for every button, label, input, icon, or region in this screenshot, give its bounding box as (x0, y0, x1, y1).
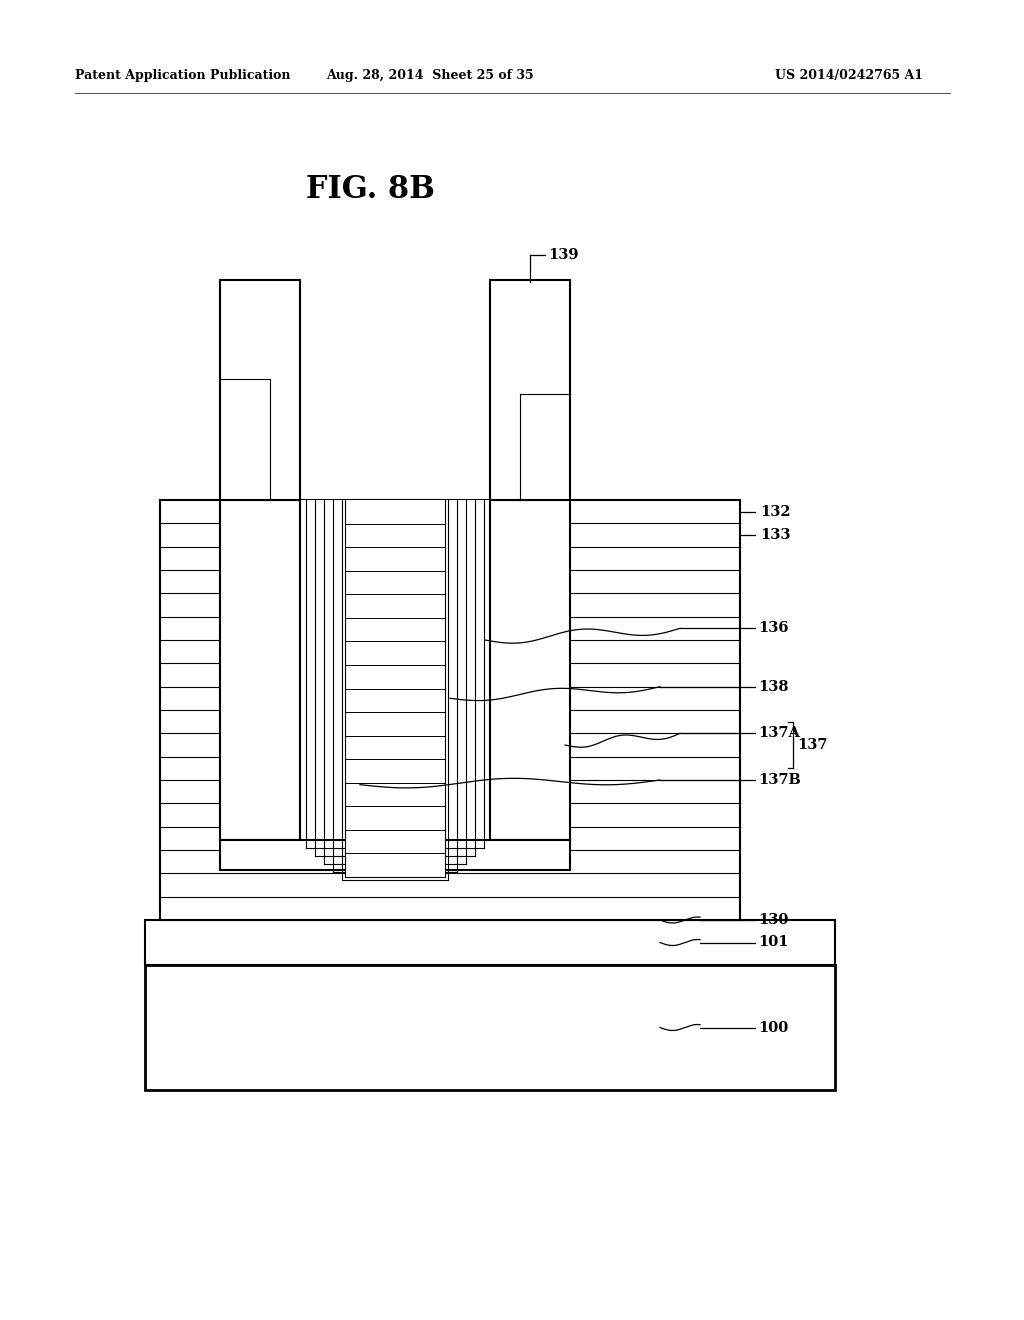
Text: FIG. 8B: FIG. 8B (305, 174, 434, 206)
Text: 132: 132 (760, 504, 791, 519)
Bar (220, 840, 570, 870)
Text: Aug. 28, 2014  Sheet 25 of 35: Aug. 28, 2014 Sheet 25 of 35 (327, 69, 534, 82)
Text: 139: 139 (548, 248, 579, 261)
Bar (220, 500, 300, 840)
Text: 137B: 137B (758, 774, 801, 787)
Bar (220, 500, 570, 870)
Text: 130: 130 (758, 913, 788, 927)
Text: 133: 133 (760, 528, 791, 543)
Bar (220, 280, 300, 500)
Bar (490, 280, 570, 500)
Bar (345, 500, 445, 876)
Text: 101: 101 (758, 936, 788, 949)
Text: Patent Application Publication: Patent Application Publication (75, 69, 291, 82)
Bar (160, 500, 740, 920)
Text: 136: 136 (758, 622, 788, 635)
Text: US 2014/0242765 A1: US 2014/0242765 A1 (775, 69, 923, 82)
Text: 100: 100 (758, 1020, 788, 1035)
Bar (490, 500, 570, 840)
Text: 137: 137 (797, 738, 827, 752)
Text: 137A: 137A (758, 726, 800, 741)
Bar (145, 965, 835, 1090)
Text: 138: 138 (758, 680, 788, 694)
Bar (145, 920, 835, 965)
